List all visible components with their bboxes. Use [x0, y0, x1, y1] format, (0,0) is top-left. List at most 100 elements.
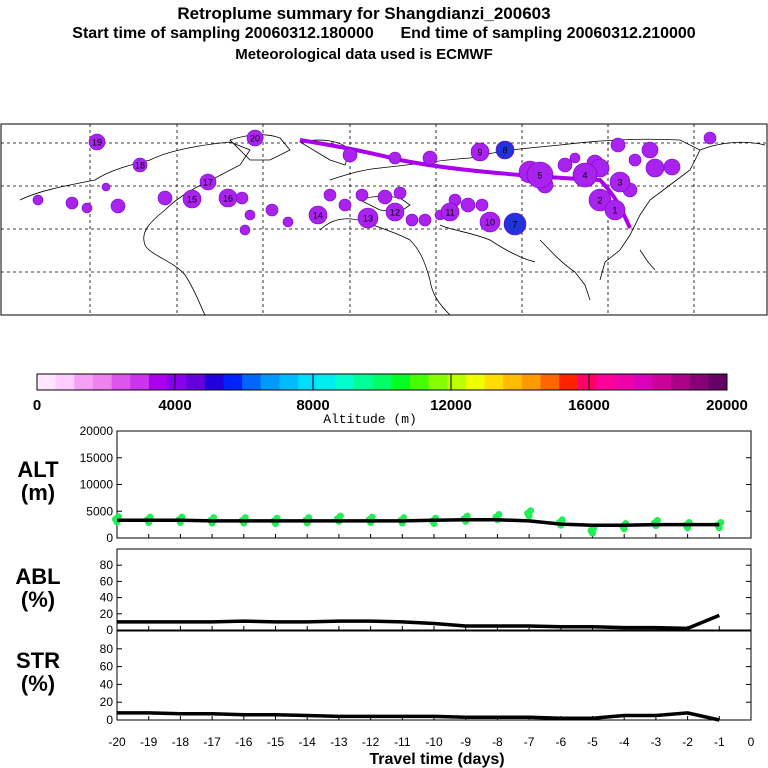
x-tick-label: -3: [651, 735, 662, 749]
plume-marker-label: 15: [187, 195, 197, 205]
colorbar-ticks: 0 4000 8000 12000 16000 20000: [33, 374, 748, 414]
altitude-colorbar: 0 4000 8000 12000 16000 20000 Altitude (m): [33, 373, 748, 427]
x-axis-label: Travel time (days): [369, 751, 504, 768]
plume-marker-label: 3: [617, 178, 622, 188]
colorbar-cell: [689, 374, 709, 390]
colorbar-cell: [521, 374, 542, 390]
sampling-times: Start time of sampling 20060312.180000 E…: [72, 25, 696, 42]
plume-marker-9: [470, 142, 490, 162]
colorbar-cell: [316, 374, 336, 390]
y-tick-label: 20: [100, 695, 114, 709]
plume-particle: [244, 209, 256, 221]
plume-particle: [323, 188, 337, 202]
plume-particle: [81, 202, 93, 214]
x-tick-label: -12: [362, 735, 380, 749]
colorbar-label: Altitude (m): [323, 412, 417, 427]
colorbar-cell: [74, 374, 94, 390]
colorbar-tick-label: 12000: [430, 397, 472, 414]
colorbar-cell: [372, 374, 392, 390]
plume-particle: [338, 198, 352, 212]
plume-particle: [388, 151, 402, 165]
colorbar-cell: [260, 374, 280, 390]
colorbar-cell: [577, 374, 597, 390]
y-tick-label: 0: [106, 713, 113, 727]
str-label: STR: [16, 648, 60, 673]
plume-particle: [610, 137, 626, 153]
plume-marker-14: [308, 205, 328, 225]
colorbar-tick-label: 20000: [706, 397, 748, 414]
plume-particle: [393, 186, 407, 200]
altitude-point: [620, 525, 628, 533]
chart-title: Retroplume summary for Shangdianzi_20060…: [177, 4, 551, 23]
plume-marker-label: 20: [250, 134, 260, 144]
colorbar-cell: [708, 374, 728, 390]
plume-marker-label: 13: [363, 214, 373, 224]
panel-abl: 0 20 40 60 80: [100, 548, 752, 637]
plume-marker-label: 1: [612, 206, 617, 216]
colorbar-cell: [391, 374, 411, 390]
plume-particle: [557, 157, 573, 173]
plume-marker-13: [357, 207, 379, 229]
str-unit: (%): [21, 671, 55, 696]
met-data-note: Meteorological data used is ECMWF: [235, 46, 493, 63]
plume-particle: [569, 152, 581, 164]
x-tick-label: -14: [299, 735, 317, 749]
x-tick-label: -16: [235, 735, 253, 749]
y-tick-label: 80: [100, 558, 114, 572]
colorbar-cell: [186, 374, 206, 390]
plume-particle: [418, 213, 432, 227]
colorbar-cell: [484, 374, 504, 390]
plume-particle: [239, 224, 251, 236]
y-tick-label: 40: [100, 677, 114, 691]
colorbar-cell: [559, 374, 579, 390]
colorbar-tick-label: 8000: [296, 397, 329, 414]
plume-particle: [645, 158, 665, 178]
y-tick-label: 60: [100, 574, 114, 588]
colorbar-cell: [92, 374, 113, 390]
plume-marker-label: 17: [203, 178, 213, 188]
colorbar-cell: [242, 374, 262, 390]
plume-particle: [265, 203, 279, 217]
x-tick-label: -20: [108, 735, 126, 749]
altitude-point: [368, 513, 376, 521]
colorbar-cell: [279, 374, 299, 390]
altitude-point: [463, 512, 471, 520]
plume-marker-label: 2: [597, 196, 602, 206]
altitude-point: [589, 529, 596, 537]
plume-particle: [641, 141, 659, 159]
plume-particle: [157, 190, 173, 206]
colorbar-cell: [223, 374, 243, 390]
series-line-abl: [117, 613, 720, 631]
plume-markers: 2019181716151413121110987654321: [32, 129, 717, 236]
plume-marker-16: [218, 188, 238, 208]
x-tick-label: -15: [267, 735, 285, 749]
abl-unit: (%): [21, 587, 55, 612]
plume-marker-label: 11: [445, 208, 454, 218]
alt-unit: (m): [21, 480, 55, 505]
y-tick-label: 15000: [80, 451, 114, 465]
altitude-point: [653, 516, 661, 524]
x-tick-label: -5: [587, 735, 598, 749]
y-tick-label: 10000: [80, 478, 114, 492]
plume-particle: [342, 147, 358, 163]
plume-marker-label: 18: [135, 161, 145, 171]
plume-particle: [32, 194, 44, 206]
plume-marker-17: [199, 173, 217, 191]
plume-particle: [110, 198, 126, 214]
colorbar-cell: [298, 374, 318, 390]
colorbar-cell: [671, 374, 691, 390]
colorbar-cell: [55, 374, 75, 390]
x-tick-label: -19: [140, 735, 158, 749]
plume-marker-10: [479, 211, 501, 233]
x-tick-label: -6: [555, 735, 566, 749]
coastlines: [19, 134, 766, 316]
panel-labels: ALT (m) ABL (%) STR (%): [15, 457, 60, 696]
colorbar-cell: [204, 374, 224, 390]
plume-particle: [101, 182, 111, 192]
altitude-point: [527, 507, 535, 515]
plume-marker-15: [182, 189, 202, 209]
y-tick-label: 5000: [86, 504, 113, 518]
plume-marker-2: [588, 188, 612, 212]
colorbar-tick-label: 4000: [158, 397, 191, 414]
plume-marker-label: 12: [390, 208, 400, 218]
